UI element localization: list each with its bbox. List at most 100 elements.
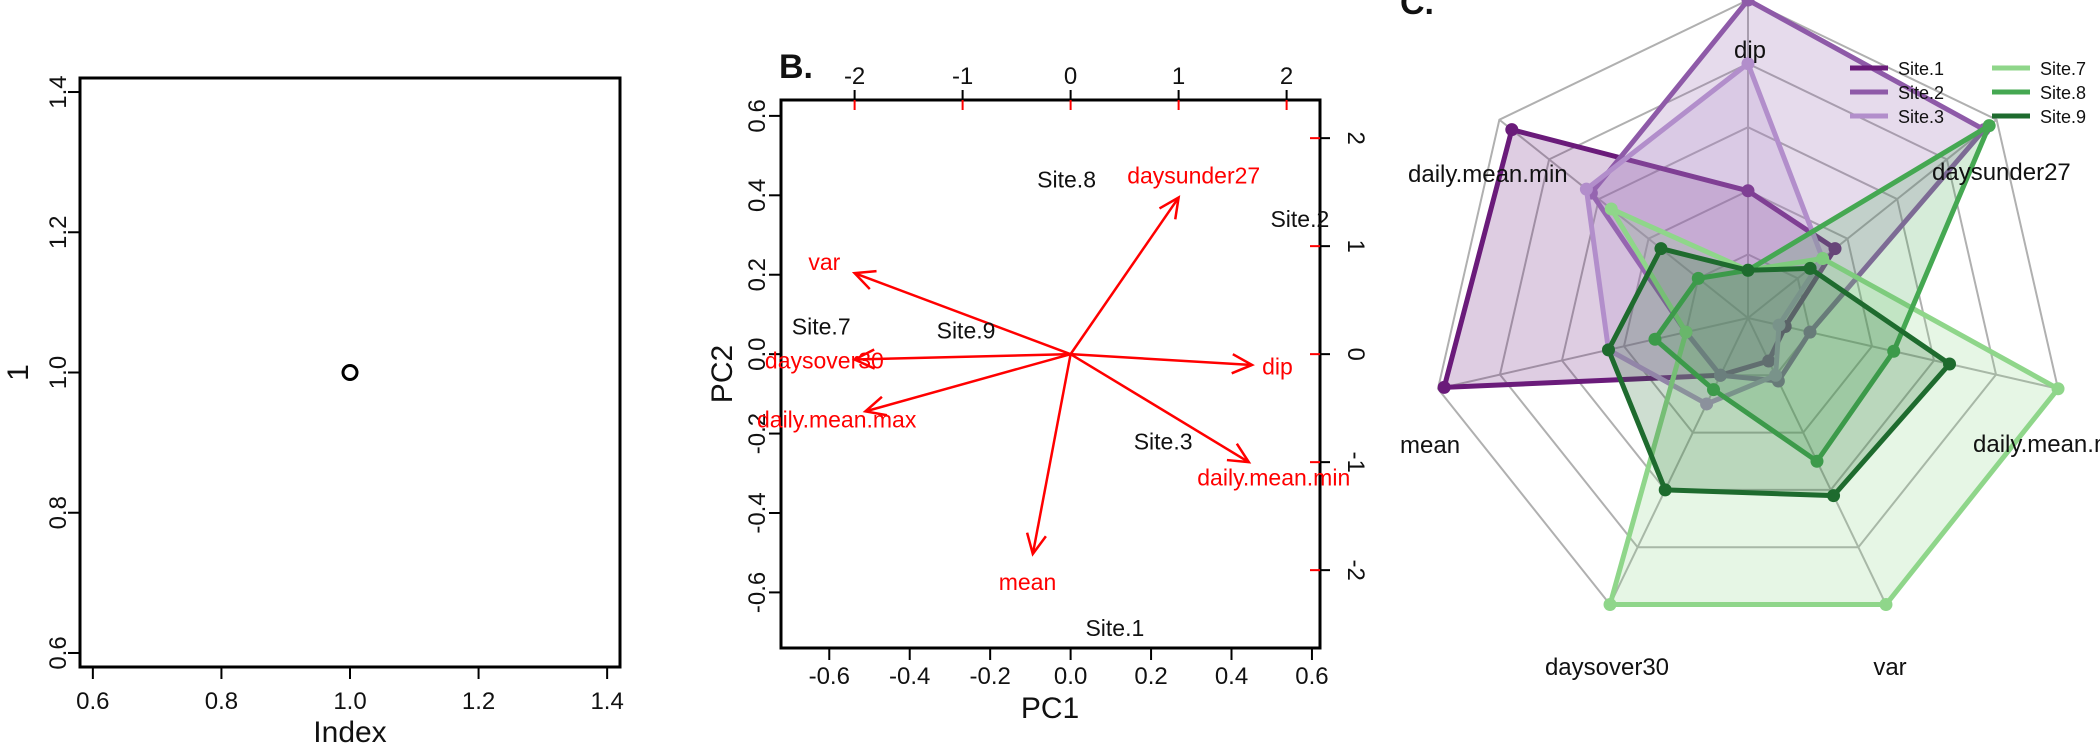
y-tick-label: 1.4 [45,75,72,108]
radar-point [1887,344,1901,358]
legend-label: Site.3 [1898,107,1944,127]
data-point [341,364,359,381]
loading-arrow [854,352,1071,361]
top-tick-label: 0 [1064,63,1077,90]
x-tick-label: -0.6 [809,663,850,690]
y-tick-label: 0.8 [45,496,72,529]
radar-axis-label: dip [1734,37,1766,64]
loading-arrowhead [1158,195,1181,220]
right-tick-label: 0 [1342,347,1369,360]
x-tick-label: -0.4 [889,663,930,690]
y-tick-label: 0.0 [744,337,771,370]
radar-point [1827,489,1841,503]
loading-arrowhead [1025,532,1047,557]
x-tick-label: 1.4 [590,688,623,715]
site-label: Site.1 [1085,615,1144,641]
radar-point [1707,383,1721,397]
loading-label: dip [1262,353,1293,379]
loading-arrowhead [1226,443,1252,464]
radar-point [1679,325,1693,339]
radar-point [1879,598,1893,612]
plot-frame [779,98,1322,650]
radar-point [1803,325,1817,339]
radar-point [1762,354,1776,368]
radar-series-area [1652,123,1992,464]
top-tick-label: 1 [1172,63,1185,90]
x-tick-label: -0.2 [969,663,1010,690]
loading-label: daily.mean.min [1197,464,1350,490]
x-tick-label: 0.8 [205,688,238,715]
loading-arrow [1070,352,1253,367]
radar-grid-ring [1622,189,1874,434]
right-tick-label: 1 [1342,239,1369,252]
right-tick-label: -1 [1342,451,1369,472]
radar-grid-ring [1684,253,1812,377]
radar-series-area [1607,206,2061,608]
y-tick-label: 0.2 [744,258,771,291]
radar-point [1579,182,1593,196]
loading-label: daysover30 [765,347,884,373]
y-tick-label: -0.2 [744,413,771,454]
loading-label: daily.mean.max [757,406,917,432]
loading-arrowhead [851,348,876,370]
radar-point [1437,380,1451,394]
radar-point [1741,184,1755,198]
radar-axis-label: daily.mean.min [1408,161,1568,188]
loading-arrow [1031,353,1072,555]
y-tick-label: -0.4 [744,492,771,533]
x-axis-label: Index [313,716,386,749]
loading-arrow [1069,353,1250,464]
radar-point [1603,598,1617,612]
radar-axis-label: daily.mean.max [1973,431,2100,458]
loading-arrow [865,352,1071,413]
radar-spoke [1747,317,2059,390]
radar-spoke [1747,118,1998,319]
radar-point [1741,0,1755,7]
radar-axis-label: daysunder27 [1932,159,2071,186]
panel-a-index-plot: 0.6 0.8 1.0 1.2 1.4 0.6 0.8 1.0 1.2 1.4 Index 1 [2,75,624,749]
x-tick-label: 1.2 [462,688,495,715]
radar-point [1828,242,1842,256]
site-label: Site.8 [1037,166,1096,192]
legend-label: Site.8 [2040,83,2086,103]
radar-grid-ring [1498,62,1998,549]
y-tick-label: 0.6 [45,636,72,669]
radar-point [1505,123,1519,137]
loading-arrowhead [1231,353,1255,375]
x-tick-label: 0.0 [1054,663,1087,690]
radar-point [1816,252,1830,266]
top-tick-label: 2 [1280,63,1293,90]
y-tick-label: 1.2 [45,216,72,249]
loading-arrowhead [851,269,877,290]
loading-arrowhead [862,395,888,417]
panel-b-pca-biplot: B. -0.6 -0.4 -0.2 0.0 0.2 0.4 0.6 -0.6 -0.4 -0.2 0.… [706,48,1369,725]
radar-point [1604,202,1618,216]
radar-point [1741,263,1755,277]
panel-label: B. [779,48,813,86]
radar-point [1769,368,1783,382]
radar-point [2051,382,2065,396]
y-tick-label: -0.6 [744,572,771,613]
x-tick-label: 0.4 [1215,663,1248,690]
top-tick-label: -2 [844,63,865,90]
loading-label: mean [999,569,1057,595]
panel-label: C. [1400,0,1434,22]
x-tick-label: 1.0 [333,688,366,715]
radar-spoke [1609,317,1749,605]
radar-spoke [1437,317,1749,390]
radar-point [1772,318,1786,332]
site-label: Site.7 [792,313,851,339]
radar-point [1648,332,1662,346]
x-tick-label: 0.6 [76,688,109,715]
y-tick-label: 0.6 [744,99,771,132]
plot-frame [78,76,622,669]
x-tick-label: 0.6 [1295,663,1328,690]
radar-point [1700,397,1714,411]
site-label: Site.9 [937,317,996,343]
legend-label: Site.2 [1898,83,1944,103]
radar-spoke [1498,118,1749,319]
site-label: Site.2 [1270,206,1329,232]
radar-point [1691,271,1705,285]
radar-point [1654,242,1668,256]
radar-point [1601,343,1615,357]
